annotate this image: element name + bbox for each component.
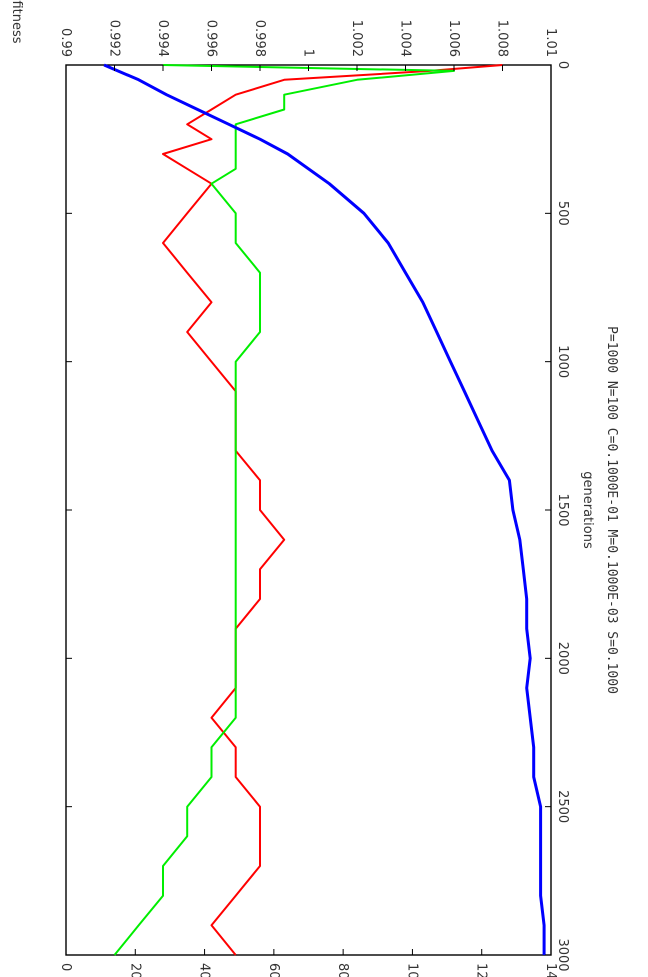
y-left-tick-label: 1.002 <box>349 20 364 57</box>
x-tick-label: 500 <box>555 201 570 226</box>
xlabel: generations <box>580 471 595 549</box>
y-left-tick-label: 1.004 <box>398 20 413 57</box>
x-tick-label: 3000 <box>555 938 570 971</box>
series-line-2 <box>113 64 455 956</box>
y-right-tick-label: 400 <box>197 963 212 977</box>
y-left-tick-label: 0.998 <box>252 20 267 57</box>
chart-title: P=1000 N=100 C=0.1000E-01 M=0.1000E-03 S… <box>604 326 619 694</box>
plot-frame <box>65 64 552 956</box>
series-line-0 <box>103 63 546 955</box>
x-tick-label: 1500 <box>555 493 570 526</box>
x-tick-label: 2000 <box>555 642 570 675</box>
y-left-tick-label: 0.992 <box>107 20 122 57</box>
y-left-tick-label: 1.006 <box>446 20 461 57</box>
y-right-tick-label: 1000 <box>404 963 419 977</box>
y-right-tick-label: 600 <box>266 963 281 977</box>
y-right-tick-label: 200 <box>127 963 142 977</box>
ylabel-left: fitness <box>9 0 24 43</box>
y-right-tick-label: 1400 <box>543 963 558 977</box>
y-left-tick-label: 0.994 <box>155 20 170 57</box>
x-tick-label: 0 <box>555 61 570 69</box>
y-right-tick-label: 800 <box>335 963 350 977</box>
y-left-tick-label: 0.99 <box>58 28 73 57</box>
x-tick-label: 2500 <box>555 790 570 823</box>
y-left-tick-label: 1 <box>301 49 316 57</box>
y-left-tick-label: 1.008 <box>495 20 510 57</box>
y-right-tick-label: 1200 <box>474 963 489 977</box>
y-left-tick-label: 0.996 <box>204 20 219 57</box>
y-right-tick-label: 0 <box>58 963 73 971</box>
series-layer <box>103 63 546 956</box>
y-left-tick-label: 1.01 <box>543 28 558 57</box>
x-tick-label: 1000 <box>555 345 570 378</box>
